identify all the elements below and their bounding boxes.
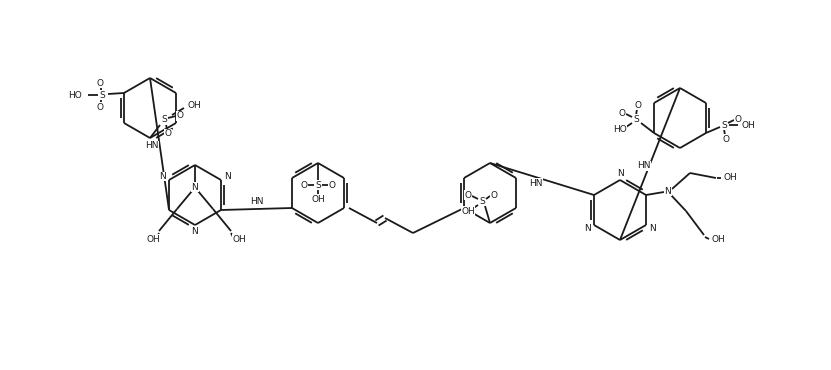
Text: O: O <box>722 135 730 144</box>
Text: OH: OH <box>742 121 755 130</box>
Text: O: O <box>96 102 104 111</box>
Text: O: O <box>328 181 336 189</box>
Text: N: N <box>192 228 199 236</box>
Text: S: S <box>479 196 484 205</box>
Text: S: S <box>99 91 105 100</box>
Text: N: N <box>160 172 166 181</box>
Text: OH: OH <box>311 195 325 204</box>
Text: HN: HN <box>145 141 158 151</box>
Text: OH: OH <box>712 235 725 243</box>
Text: OH: OH <box>461 206 475 215</box>
Text: OH: OH <box>724 174 738 182</box>
Text: S: S <box>161 115 167 124</box>
Text: N: N <box>665 186 671 195</box>
Text: O: O <box>490 191 498 199</box>
Text: OH: OH <box>188 101 202 111</box>
Text: S: S <box>721 121 727 130</box>
Text: O: O <box>618 108 626 118</box>
Text: OH: OH <box>146 235 160 243</box>
Text: OH: OH <box>232 235 246 243</box>
Text: O: O <box>176 111 184 121</box>
Text: HN: HN <box>637 161 651 171</box>
Text: N: N <box>192 182 199 192</box>
Text: O: O <box>735 114 741 124</box>
Text: N: N <box>224 172 230 181</box>
Text: HN: HN <box>250 196 263 205</box>
Text: N: N <box>649 224 656 233</box>
Text: HO: HO <box>613 124 627 134</box>
Text: O: O <box>165 130 171 138</box>
Text: O: O <box>96 78 104 87</box>
Text: N: N <box>584 224 592 233</box>
Text: HN: HN <box>529 178 543 188</box>
Text: N: N <box>617 168 623 178</box>
Text: O: O <box>635 101 642 110</box>
Text: HO: HO <box>68 91 82 100</box>
Text: S: S <box>315 181 321 189</box>
Text: O: O <box>301 181 307 189</box>
Text: S: S <box>633 114 639 124</box>
Text: O: O <box>465 191 471 199</box>
